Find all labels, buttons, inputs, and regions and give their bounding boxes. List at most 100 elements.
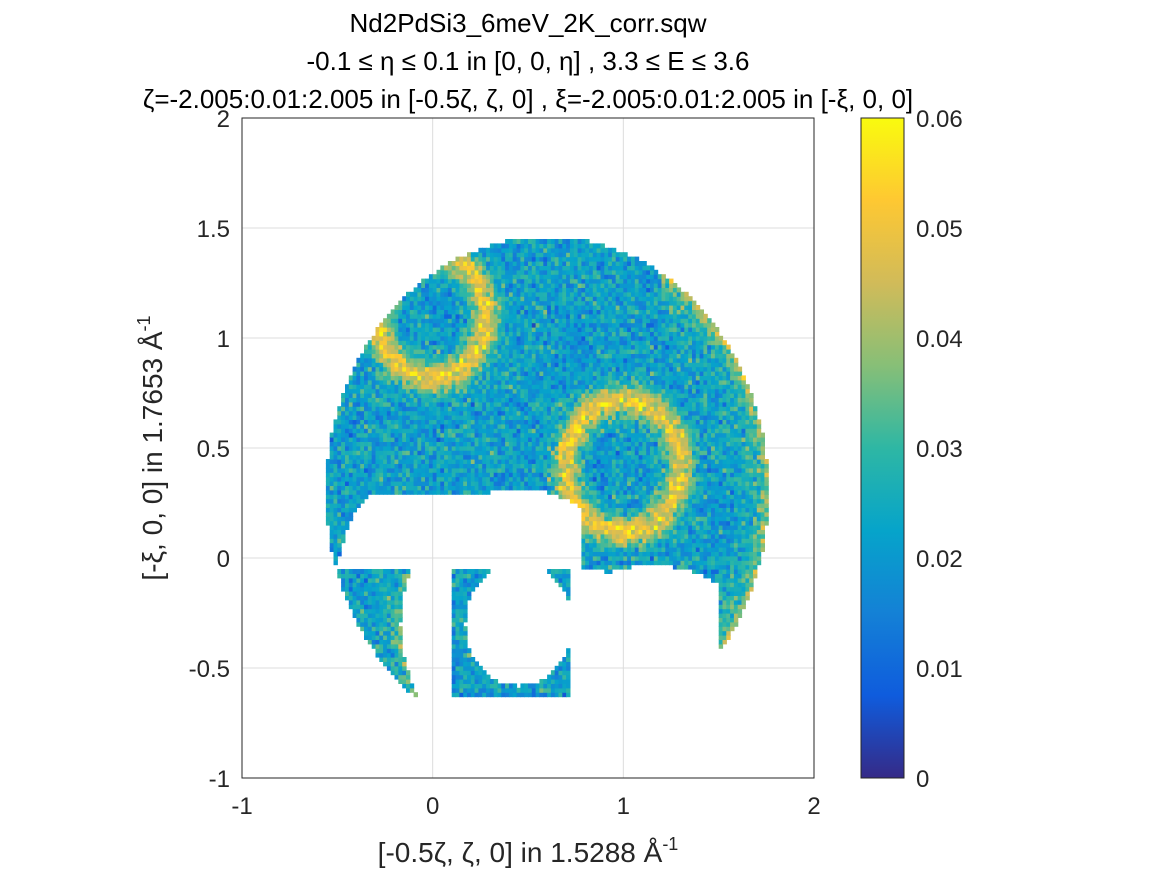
heatmap-cell — [356, 379, 361, 385]
heatmap-cell — [436, 454, 441, 460]
heatmap-cell — [394, 327, 399, 332]
heatmap-cell — [608, 362, 613, 368]
heatmap-cell — [386, 437, 392, 442]
heatmap-cell — [463, 569, 468, 574]
heatmap-cell — [493, 459, 499, 464]
heatmap-cell — [390, 489, 396, 495]
heatmap-cell — [394, 423, 399, 429]
heatmap-cell — [554, 278, 560, 284]
heatmap-cell — [383, 393, 388, 398]
heatmap-cell — [600, 300, 605, 306]
heatmap-cell — [467, 401, 472, 407]
heatmap-cell — [440, 489, 445, 495]
heatmap-cell — [550, 300, 556, 306]
heatmap-cell — [364, 472, 369, 478]
heatmap-cell — [554, 269, 560, 275]
heatmap-cell — [402, 353, 407, 359]
heatmap-cell — [535, 305, 540, 310]
heatmap-cell — [455, 423, 460, 429]
heatmap-cell — [371, 467, 377, 473]
heatmap-cell — [592, 494, 598, 500]
heatmap-cell — [585, 247, 590, 253]
heatmap-cell — [516, 476, 521, 482]
heatmap-cell — [528, 313, 533, 319]
heatmap-cell — [367, 621, 373, 627]
heatmap-cell — [406, 454, 411, 460]
heatmap-cell — [390, 485, 396, 491]
heatmap-cell — [627, 309, 632, 315]
heatmap-cell — [406, 384, 411, 390]
heatmap-cell — [428, 371, 434, 376]
heatmap-cell — [520, 441, 525, 447]
heatmap-cell — [505, 309, 510, 315]
heatmap-cell — [585, 555, 590, 561]
heatmap-cell — [600, 445, 605, 451]
heatmap-cell — [451, 569, 457, 574]
heatmap-cell — [451, 472, 457, 478]
heatmap-cell — [379, 577, 384, 583]
heatmap-cell — [425, 366, 430, 372]
heatmap-cell — [482, 375, 487, 381]
heatmap-cell — [577, 344, 582, 350]
heatmap-cell — [638, 507, 643, 513]
heatmap-cell — [577, 349, 582, 354]
heatmap-cell — [444, 313, 449, 319]
heatmap-cell — [615, 291, 621, 297]
heatmap-cell — [512, 393, 518, 398]
heatmap-cell — [489, 437, 495, 442]
heatmap-cell — [531, 313, 537, 319]
heatmap-cell — [482, 296, 487, 302]
heatmap-cell — [486, 269, 491, 275]
heatmap-cell — [562, 406, 567, 412]
heatmap-cell — [459, 419, 464, 425]
heatmap-cell — [333, 547, 338, 552]
chart-title-line-3: ζ=-2.005:0.01:2.005 in [-0.5ζ, ζ, 0] , ξ… — [143, 84, 913, 114]
heatmap-cell — [383, 595, 388, 601]
heatmap-cell — [539, 375, 544, 381]
heatmap-cell — [444, 419, 449, 425]
heatmap-cell — [604, 252, 609, 258]
heatmap-cell — [386, 661, 392, 667]
heatmap-cell — [520, 313, 525, 319]
heatmap-cell — [531, 410, 537, 416]
heatmap-cell — [425, 305, 430, 310]
heatmap-cell — [497, 344, 502, 350]
heatmap-cell — [398, 327, 403, 332]
heatmap-cell — [425, 428, 430, 434]
heatmap-cell — [352, 476, 357, 482]
heatmap-cell — [619, 269, 624, 275]
heatmap-cell — [486, 296, 491, 302]
heatmap-cell — [394, 489, 399, 495]
heatmap-cell — [497, 287, 502, 293]
heatmap-cell — [455, 340, 460, 346]
heatmap-cell — [432, 423, 438, 429]
heatmap-cell — [364, 441, 369, 447]
heatmap-cell — [463, 269, 468, 275]
heatmap-cell — [528, 410, 533, 416]
heatmap-cell — [589, 327, 594, 332]
heatmap-cell — [589, 278, 594, 284]
heatmap-cell — [581, 450, 586, 456]
heatmap-cell — [581, 397, 586, 403]
heatmap-cell — [569, 415, 575, 420]
heatmap-cell — [577, 287, 582, 293]
heatmap-cell — [459, 595, 464, 601]
heatmap-cell — [360, 472, 365, 478]
heatmap-cell — [505, 445, 510, 451]
heatmap-cell — [508, 481, 514, 486]
heatmap-cell — [333, 542, 338, 548]
heatmap-cell — [596, 331, 601, 337]
heatmap-cell — [356, 617, 361, 623]
heatmap-cell — [402, 665, 407, 671]
heatmap-cell — [577, 384, 582, 390]
heatmap-cell — [455, 463, 460, 469]
heatmap-cell — [402, 463, 407, 469]
heatmap-cell — [520, 296, 525, 302]
heatmap-cell — [345, 569, 350, 574]
heatmap-cell — [558, 327, 563, 332]
heatmap-cell — [619, 318, 624, 324]
heatmap-cell — [638, 498, 643, 504]
heatmap-cell — [558, 261, 563, 266]
heatmap-cell — [562, 375, 567, 381]
heatmap-cell — [444, 472, 449, 478]
